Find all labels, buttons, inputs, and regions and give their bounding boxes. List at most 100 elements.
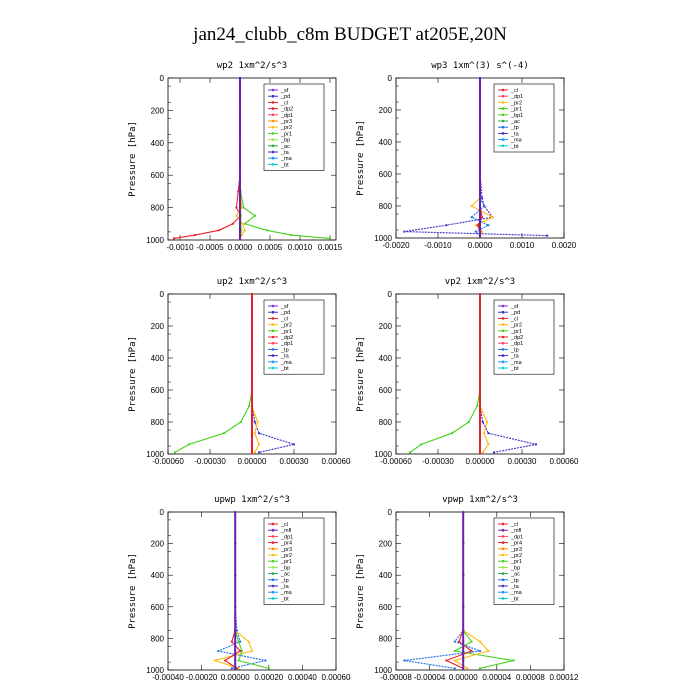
legend-label: _dp1 <box>510 534 523 540</box>
y-tick-label: 400 <box>151 354 165 363</box>
y-tick-label: 1000 <box>146 666 164 675</box>
series-point-pr1 <box>242 206 245 209</box>
series-point-dp2 <box>408 451 412 454</box>
legend-marker <box>271 535 275 538</box>
y-tick-label: 200 <box>379 322 393 331</box>
series-point-dp1 <box>481 216 484 219</box>
y-tick-label: 400 <box>379 571 393 580</box>
series-point-dp2 <box>420 443 423 446</box>
series-point-ta <box>546 234 549 237</box>
legend-label: _pr2 <box>280 125 292 131</box>
series-point-pr2 <box>257 443 261 446</box>
x-tick-label: -0.00030 <box>422 457 454 466</box>
series-point-ta <box>478 649 482 653</box>
legend-label: _ma <box>280 590 293 596</box>
series-point-tp <box>470 216 473 219</box>
legend-marker <box>271 150 275 154</box>
series-point-pr2 <box>240 206 243 209</box>
legend-label: _pr1 <box>510 107 522 113</box>
series-point-tp <box>483 204 486 208</box>
series-line-dp2 <box>173 78 242 239</box>
x-tick-label: 0.00030 <box>508 457 537 466</box>
series-point-bp <box>237 640 240 643</box>
y-tick-label: 0 <box>160 290 165 299</box>
series-point-dp2 <box>450 432 454 435</box>
legend-label: _sf <box>510 304 519 310</box>
legend-marker <box>501 94 505 98</box>
legend-marker <box>501 559 505 563</box>
legend-marker <box>501 348 505 351</box>
series-line-pr2 <box>479 294 490 453</box>
legend-label: _dp1 <box>280 113 293 119</box>
legend-marker <box>271 354 275 357</box>
legend-marker <box>501 125 505 129</box>
y-axis-label: Pressure [hPa] <box>128 121 138 197</box>
legend-label: _pr4 <box>510 541 522 547</box>
panel-title: upwp 1xm^2/s^3 <box>214 495 290 505</box>
series-point-pr2 <box>487 649 490 653</box>
series-point-pr1 <box>243 222 246 225</box>
legend-marker <box>501 317 505 320</box>
legend-label: _ta <box>280 354 290 360</box>
series-point-dp1 <box>224 659 227 662</box>
legend-marker <box>501 547 505 551</box>
legend-label: _cl <box>510 88 518 94</box>
x-tick-label: 0.0015 <box>318 243 343 252</box>
series-point-pr2 <box>478 640 482 643</box>
legend-marker <box>271 547 275 551</box>
y-tick-label: 600 <box>379 386 393 395</box>
y-tick-label: 600 <box>151 603 165 612</box>
x-tick-label: 0.00008 <box>516 673 545 682</box>
legend-marker <box>271 329 275 333</box>
series-point-bp <box>267 667 270 670</box>
legend-marker <box>271 88 275 92</box>
series-point-dp2 <box>172 237 176 240</box>
series-point-ta <box>445 224 448 227</box>
legend-marker <box>271 304 275 308</box>
series-point-pr2 <box>247 640 250 643</box>
legend-label: _cl <box>280 100 288 106</box>
series-point-bp <box>470 640 473 643</box>
y-tick-label: 800 <box>151 418 165 427</box>
legend-label: _dp1 <box>280 341 293 347</box>
legend-marker <box>271 119 275 123</box>
series-line-pr1 <box>470 78 494 236</box>
legend-marker <box>271 578 275 582</box>
series-point-pr1 <box>328 237 332 240</box>
legend-marker <box>501 323 505 326</box>
legend-label: _dp1 <box>510 341 523 347</box>
y-tick-label: 1000 <box>146 236 164 245</box>
x-tick-label: -0.0010 <box>166 243 194 252</box>
legend-label: _pd <box>280 94 290 100</box>
legend-marker <box>271 541 275 544</box>
legend-marker <box>501 572 505 575</box>
x-tick-label: 0.00060 <box>322 673 351 682</box>
panel-title: vp2 1xm^2/s^3 <box>445 277 515 287</box>
series-point-pr2 <box>466 667 469 670</box>
legend-label: _pr4 <box>280 541 292 547</box>
legend-label: _cl <box>280 522 288 528</box>
legend-label: _bt <box>510 366 519 372</box>
legend-label: _ma <box>280 360 293 366</box>
panel-6: vpwp 1xm^2/s^3 Pressure [hPa] 0 200 400 600 80… <box>356 495 579 682</box>
legend-label: _pd <box>280 310 290 316</box>
series-point-dp1 <box>476 224 479 227</box>
series-point-pr2 <box>483 432 486 435</box>
y-tick-label: 1000 <box>374 450 392 459</box>
series-point-pr2 <box>256 420 259 424</box>
x-tick-label: 0.0020 <box>552 241 577 250</box>
y-axis-label: Pressure [hPa] <box>356 553 366 629</box>
y-tick-label: 200 <box>379 540 393 549</box>
series-point-dp1 <box>457 640 461 643</box>
y-tick-label: 0 <box>388 508 393 517</box>
series-point-pr2 <box>213 659 217 662</box>
series-point-ta <box>481 420 484 424</box>
legend-label: _ta <box>280 584 290 590</box>
series-point-dp1 <box>445 659 448 662</box>
series-point-ta <box>487 432 490 435</box>
panel-1: wp2 1xm^2/s^3 Pressure [hPa] 0 200 400 600 800… <box>128 61 343 252</box>
series-point-dp2 <box>231 222 234 225</box>
legend-marker <box>271 584 275 588</box>
series-line-dp2 <box>409 294 481 453</box>
